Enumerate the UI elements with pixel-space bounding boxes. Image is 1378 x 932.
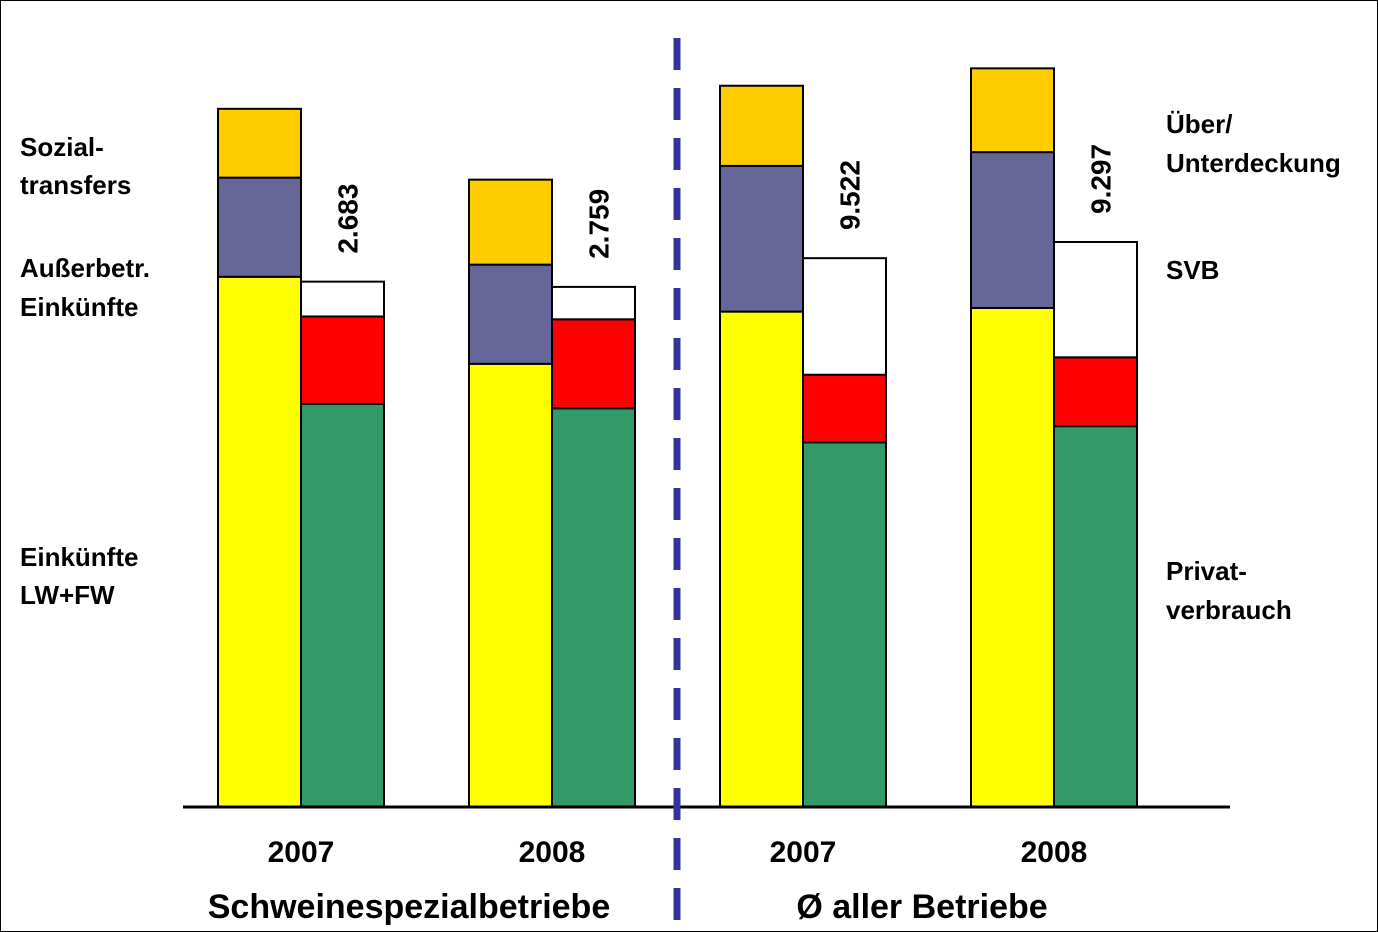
right-series-label: Über/: [1166, 109, 1232, 139]
bar-segment-use-1-cat-4: [1053, 425, 1138, 808]
value-label: 2.683: [333, 184, 364, 254]
value-label: 9.522: [835, 160, 866, 230]
category-label: 2007: [268, 836, 335, 869]
group-label: Ø aller Betriebe: [796, 888, 1047, 926]
left-series-label: Sozial-: [20, 132, 104, 162]
bar-segment-income-3-cat-4: [970, 67, 1055, 154]
bar-segment-use-1-cat-2: [551, 407, 636, 808]
labels-layer: 2007 2008 2007 2008 2.683 2.759 9.522 9.297 Schw…: [20, 109, 1341, 926]
value-label: 2.759: [584, 189, 615, 259]
left-series-label: transfers: [20, 170, 131, 200]
left-series-label: Einkünfte: [20, 542, 138, 572]
bar-segment-use-3-cat-1: [300, 280, 385, 318]
bar-segment-income-3-cat-2: [468, 178, 553, 266]
right-series-label: verbrauch: [1166, 595, 1292, 625]
category-label: 2008: [1021, 836, 1088, 869]
bar-segment-use-2-cat-2: [551, 318, 636, 410]
bar-segment-income-3-cat-1: [217, 107, 302, 179]
bar-segment-use-3-cat-3: [802, 257, 887, 376]
category-label: 2008: [519, 836, 586, 869]
bar-segment-income-1-cat-4: [970, 306, 1055, 808]
bar-segment-use-1-cat-1: [300, 402, 385, 808]
bar-segment-use-1-cat-3: [802, 441, 887, 808]
right-series-label: Unterdeckung: [1166, 148, 1341, 178]
bar-segment-use-3-cat-4: [1053, 240, 1138, 359]
bar-segment-income-2-cat-1: [217, 176, 302, 278]
bar-segment-income-2-cat-3: [719, 164, 804, 313]
bar-segment-use-2-cat-3: [802, 373, 887, 444]
bar-segment-income-3-cat-3: [719, 84, 804, 167]
right-series-label: Privat-: [1166, 556, 1247, 586]
left-series-label: Einkünfte: [20, 292, 138, 322]
group-label: Schweinespezialbetriebe: [208, 888, 611, 926]
bar-segment-income-1-cat-1: [217, 275, 302, 808]
right-series-label: SVB: [1166, 255, 1219, 285]
bar-segment-income-1-cat-3: [719, 310, 804, 808]
bar-segment-income-2-cat-2: [468, 263, 553, 365]
category-label: 2007: [770, 836, 837, 869]
bar-segment-use-2-cat-1: [300, 315, 385, 405]
bars-layer: [217, 67, 1138, 808]
value-label: 9.297: [1086, 144, 1117, 214]
bar-segment-income-2-cat-4: [970, 151, 1055, 309]
bar-segment-use-3-cat-2: [551, 285, 636, 321]
left-series-label: Außerbetr.: [20, 253, 150, 283]
bar-segment-income-1-cat-2: [468, 362, 553, 808]
left-series-label: LW+FW: [20, 580, 115, 610]
bar-segment-use-2-cat-4: [1053, 356, 1138, 428]
